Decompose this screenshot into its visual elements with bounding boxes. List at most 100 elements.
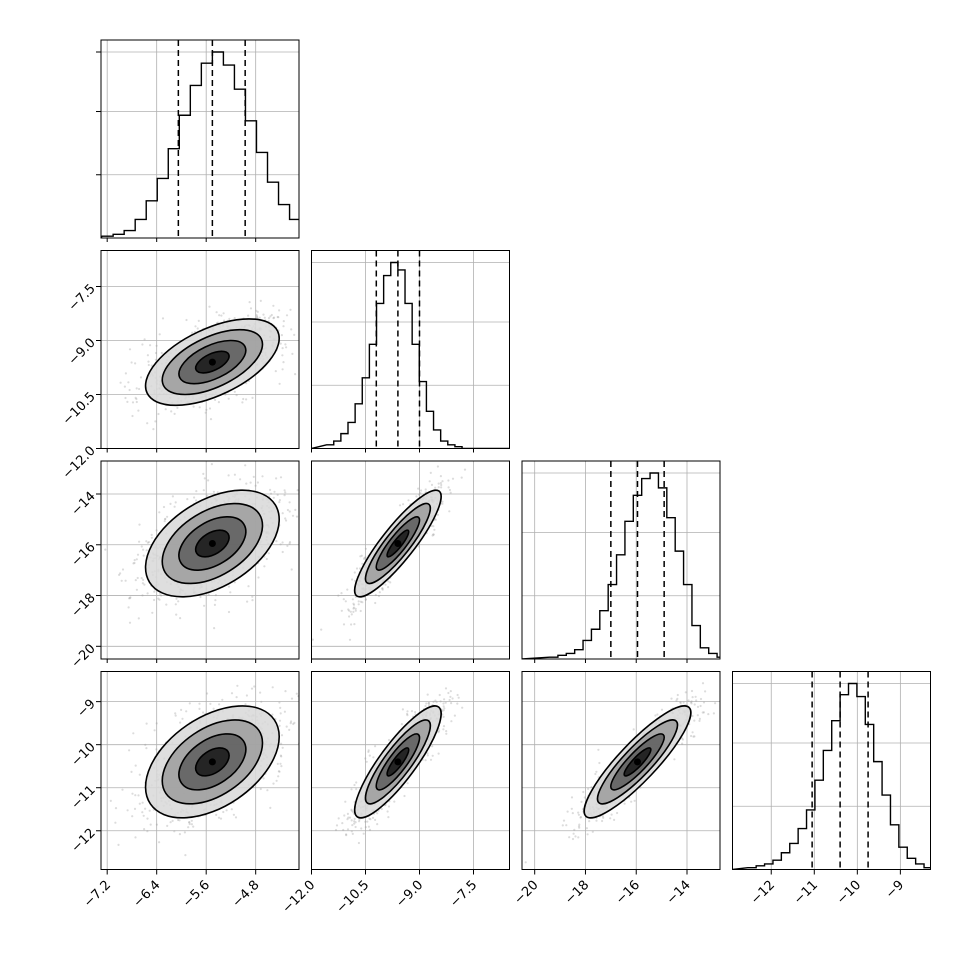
panel-content [101, 250, 310, 449]
scatter-point [429, 471, 432, 474]
x-tick-label: −5.6 [180, 878, 213, 911]
scatter-point [369, 818, 372, 821]
scatter-point [155, 529, 158, 532]
contour-line [583, 705, 692, 819]
scatter-point [690, 700, 693, 703]
scatter-point [687, 699, 690, 702]
scatter-point [143, 583, 146, 586]
scatter-point [163, 520, 166, 523]
scatter-point [451, 697, 454, 700]
scatter-point [230, 692, 234, 695]
contour-line [364, 719, 432, 805]
panel-frame [521, 671, 721, 870]
scatter-point [350, 623, 353, 626]
scatter-point [676, 697, 679, 701]
histogram-step [101, 51, 299, 238]
scatter-point [364, 556, 367, 559]
scatter-point [275, 540, 278, 543]
contour-line [610, 733, 665, 791]
scatter-point [424, 488, 427, 491]
scatter-point [352, 606, 356, 609]
scatter-point [443, 707, 446, 710]
panel-content [522, 461, 720, 659]
scatter-point [377, 594, 381, 598]
scatter-point [272, 304, 275, 307]
contour-line [178, 516, 247, 571]
scatter-point [164, 517, 167, 521]
scatter-point [437, 731, 440, 734]
panel-content [101, 461, 308, 659]
scatter-point [358, 818, 361, 821]
scatter-point [204, 411, 207, 414]
scatter-point [442, 725, 446, 728]
scatter-point [252, 475, 255, 478]
scatter-point [364, 757, 367, 760]
scatter-point [138, 773, 141, 776]
scatter-point [278, 719, 282, 722]
scatter-point [693, 735, 696, 738]
scatter-point [134, 764, 137, 767]
scatter-point [308, 309, 310, 311]
scatter-point [213, 627, 216, 630]
scatter-point [145, 722, 148, 725]
scatter-point [114, 807, 118, 810]
histogram-step [732, 682, 931, 870]
scatter-point [429, 758, 433, 761]
y-tick-label: −7.5 [66, 282, 99, 315]
scatter-point [427, 704, 431, 707]
scatter-point [350, 808, 353, 811]
panel-background [522, 461, 720, 659]
scatter-point [188, 822, 191, 826]
panel-0-0 [96, 39, 300, 242]
scatter-point [623, 802, 626, 805]
scatter-point [160, 594, 163, 597]
scatter-point [406, 710, 409, 713]
scatter-point [354, 821, 357, 824]
scatter-point [218, 703, 221, 706]
scatter-point [244, 703, 247, 706]
scatter-point [380, 807, 383, 811]
scatter-point [353, 822, 356, 825]
scatter-point [414, 711, 417, 714]
scatter-point [456, 702, 459, 705]
scatter-point [117, 843, 120, 847]
scatter-point [306, 506, 308, 508]
scatter-point [188, 821, 191, 824]
scatter-point [359, 555, 362, 558]
scatter-point [691, 696, 694, 699]
scatter-point [420, 489, 423, 492]
scatter-point [177, 818, 180, 822]
scatter-point [587, 787, 590, 791]
scatter-point [361, 601, 364, 604]
panel-frame [100, 460, 300, 660]
scatter-point [350, 830, 353, 833]
scatter-point [355, 781, 358, 784]
scatter-point [267, 552, 270, 555]
scatter-point [262, 313, 265, 316]
y-tick-label: −20 [69, 641, 99, 671]
scatter-point [355, 567, 359, 570]
scatter-point [161, 317, 165, 320]
scatter-point [281, 512, 284, 515]
scatter-point [418, 493, 421, 496]
scatter-point [249, 307, 253, 310]
panel-content [311, 671, 510, 870]
panel-frame [521, 460, 721, 660]
scatter-point [144, 807, 147, 810]
scatter-point [277, 770, 280, 773]
scatter-point [568, 836, 571, 839]
scatter-point [121, 568, 125, 571]
scatter-point [169, 502, 172, 505]
scatter-point [274, 370, 277, 373]
scatter-point [257, 576, 260, 579]
scatter-point [272, 496, 275, 499]
scatter-point [349, 610, 352, 613]
scatter-point [435, 701, 438, 704]
scatter-point [444, 687, 448, 690]
scatter-point [352, 607, 355, 610]
scatter-point [185, 318, 188, 322]
scatter-point [135, 387, 138, 390]
scatter-point [437, 752, 440, 755]
scatter-point [154, 351, 158, 355]
peak-marker [208, 358, 216, 366]
